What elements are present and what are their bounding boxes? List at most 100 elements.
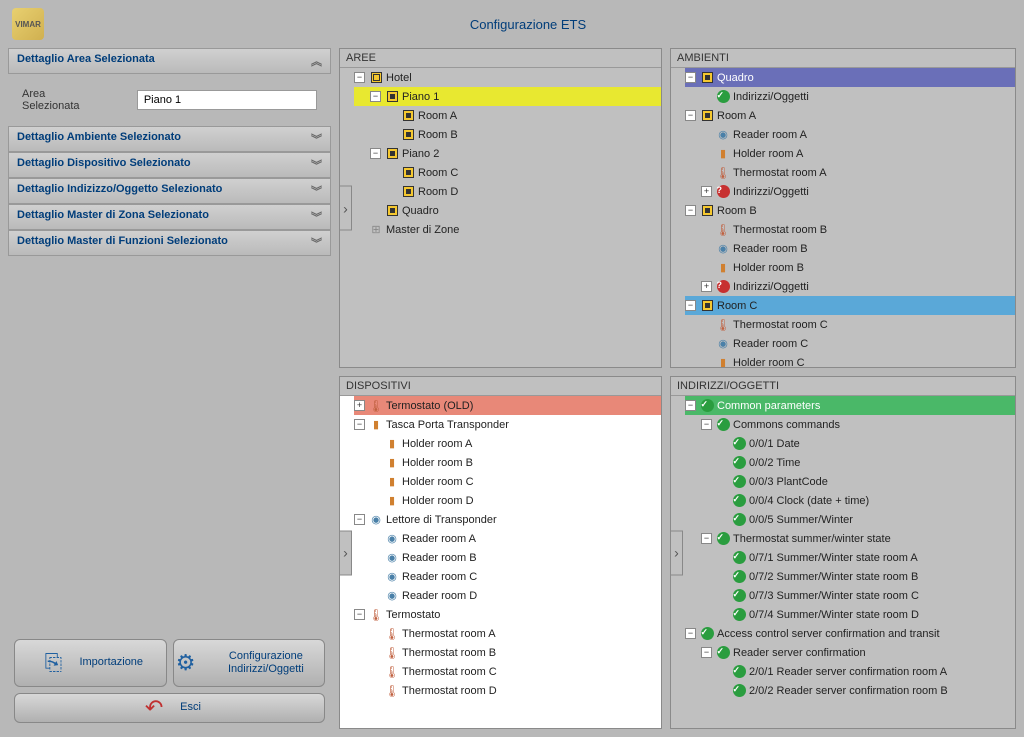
tree-row[interactable]: Room B [354,125,661,144]
tree-row[interactable]: ▮Holder room A [685,144,1015,163]
tree-row[interactable]: ✓0/7/1 Summer/Winter state room A [685,548,1015,567]
tree-row[interactable]: ◉Reader room C [354,567,661,586]
reader-icon: ◉ [716,337,730,351]
tree-row[interactable]: −✓Reader server confirmation [685,643,1015,662]
expander[interactable]: − [370,91,381,102]
tree-row[interactable]: 🌡Thermostat room B [354,643,661,662]
tree-row[interactable]: +?Indirizzi/Oggetti [685,182,1015,201]
expander[interactable]: + [701,186,712,197]
tree-label: Tasca Porta Transponder [386,419,509,431]
tree-row[interactable]: ▮Holder room B [354,453,661,472]
tree-row[interactable]: 🌡Thermostat room D [354,681,661,700]
tree-row[interactable]: −Room B [685,201,1015,220]
tree-row[interactable]: ✓0/7/2 Summer/Winter state room B [685,567,1015,586]
tree-row[interactable]: −Quadro [685,68,1015,87]
tree-row[interactable]: ▮Holder room B [685,258,1015,277]
tree-row[interactable]: ✓0/0/2 Time [685,453,1015,472]
tree-label: 0/0/2 Time [749,457,800,469]
tree-row[interactable]: ✓Indirizzi/Oggetti [685,87,1015,106]
tree-row[interactable]: −✓Access control server confirmation and… [685,624,1015,643]
therm-icon: 🌡 [385,665,399,679]
tree-row[interactable]: −Hotel [354,68,661,87]
tree-row[interactable]: 🌡Thermostat room C [685,315,1015,334]
tree-row[interactable]: Room C [354,163,661,182]
expander[interactable]: − [701,419,712,430]
detail-field-input[interactable] [137,90,317,110]
dispositivi-collapse-handle[interactable] [340,530,352,575]
tree-row[interactable]: ✓0/0/1 Date [685,434,1015,453]
tree-row[interactable]: −✓Commons commands [685,415,1015,434]
expander[interactable]: − [685,628,696,639]
config-button[interactable]: ⚙ Configurazione Indirizzi/Oggetti [173,639,326,687]
tree-row[interactable]: ✓2/0/2 Reader server confirmation room B [685,681,1015,700]
tree-row[interactable]: ✓2/0/1 Reader server confirmation room A [685,662,1015,681]
tree-row[interactable]: 🌡Thermostat room C [354,662,661,681]
tree-row[interactable]: ✓0/7/3 Summer/Winter state room C [685,586,1015,605]
tree-row[interactable]: ⊞Master di Zone [354,220,661,239]
exit-button[interactable]: ↶ Esci [14,693,325,723]
tree-row[interactable]: ✓0/0/3 PlantCode [685,472,1015,491]
detail-header[interactable]: Dettaglio Master di Funzioni Selezionato… [8,230,331,256]
dispositivi-tree[interactable]: +🌡Termostato (OLD)−▮Tasca Porta Transpon… [340,396,661,728]
tree-row[interactable]: Room D [354,182,661,201]
tree-row[interactable]: ✓0/0/4 Clock (date + time) [685,491,1015,510]
detail-header[interactable]: Dettaglio Area Selezionata︽ [8,48,331,74]
tree-row[interactable]: +🌡Termostato (OLD) [354,396,661,415]
aree-collapse-handle[interactable] [340,186,352,231]
detail-header[interactable]: Dettaglio Indizizzo/Oggetto Selezionato︾ [8,178,331,204]
tree-row[interactable]: −▮Tasca Porta Transponder [354,415,661,434]
tree-row[interactable]: Room A [354,106,661,125]
aree-tree[interactable]: −Hotel−Piano 1Room ARoom B−Piano 2Room C… [340,68,661,367]
tree-row[interactable]: ◉Reader room D [354,586,661,605]
tree-row[interactable]: −🌡Termostato [354,605,661,624]
expander[interactable]: − [685,205,696,216]
detail-title: Dettaglio Area Selezionata [17,53,155,69]
tree-row[interactable]: ▮Holder room D [354,491,661,510]
detail-header[interactable]: Dettaglio Dispositivo Selezionato︾ [8,152,331,178]
expander[interactable]: − [701,647,712,658]
tree-row[interactable]: +?Indirizzi/Oggetti [685,277,1015,296]
expander[interactable]: − [370,148,381,159]
expander[interactable]: − [354,419,365,430]
expander[interactable]: − [354,72,365,83]
tree-row[interactable]: ◉Reader room C [685,334,1015,353]
tree-row[interactable]: ◉Reader room B [354,548,661,567]
tree-row[interactable]: −Room C [685,296,1015,315]
tree-row[interactable]: ◉Reader room B [685,239,1015,258]
tree-row[interactable]: ✓0/7/4 Summer/Winter state room D [685,605,1015,624]
tree-row[interactable]: 🌡Thermostat room A [354,624,661,643]
tree-row[interactable]: ▮Holder room C [685,353,1015,367]
detail-header[interactable]: Dettaglio Ambiente Selezionato︾ [8,126,331,152]
indirizzi-tree[interactable]: −✓Common parameters−✓Commons commands✓0/… [671,396,1015,728]
expander[interactable]: − [701,533,712,544]
tree-row[interactable]: ▮Holder room A [354,434,661,453]
tree-row[interactable]: −◉Lettore di Transponder [354,510,661,529]
tree-row[interactable]: −✓Thermostat summer/winter state [685,529,1015,548]
tree-row[interactable]: −Piano 2 [354,144,661,163]
tree-row[interactable]: ◉Reader room A [685,125,1015,144]
expander[interactable]: − [354,514,365,525]
tree-row[interactable]: ▮Holder room C [354,472,661,491]
tree-row[interactable]: Quadro [354,201,661,220]
tree-row[interactable]: ◉Reader room A [354,529,661,548]
detail-header[interactable]: Dettaglio Master di Zona Selezionato︾ [8,204,331,230]
expander[interactable]: + [354,400,365,411]
ambienti-tree[interactable]: −Quadro✓Indirizzi/Oggetti−Room A◉Reader … [671,68,1015,367]
tree-row[interactable]: 🌡Thermostat room A [685,163,1015,182]
expander[interactable]: − [685,300,696,311]
tree-row[interactable]: −✓Common parameters [685,396,1015,415]
tree-row[interactable]: −Piano 1 [354,87,661,106]
expander[interactable]: − [685,72,696,83]
tree-label: Thermostat room B [402,647,496,659]
tree-row[interactable]: −Room A [685,106,1015,125]
expander[interactable]: − [685,110,696,121]
expander[interactable]: + [701,281,712,292]
tree-row[interactable]: 🌡Thermostat room B [685,220,1015,239]
expander[interactable]: − [685,400,696,411]
import-button[interactable]: ⎘ Importazione [14,639,167,687]
title-bar: VIMAR Configurazione ETS [0,0,1024,48]
page-title: Configurazione ETS [44,17,1012,32]
tree-row[interactable]: ✓0/0/5 Summer/Winter [685,510,1015,529]
indirizzi-collapse-handle[interactable] [671,530,683,575]
expander[interactable]: − [354,609,365,620]
